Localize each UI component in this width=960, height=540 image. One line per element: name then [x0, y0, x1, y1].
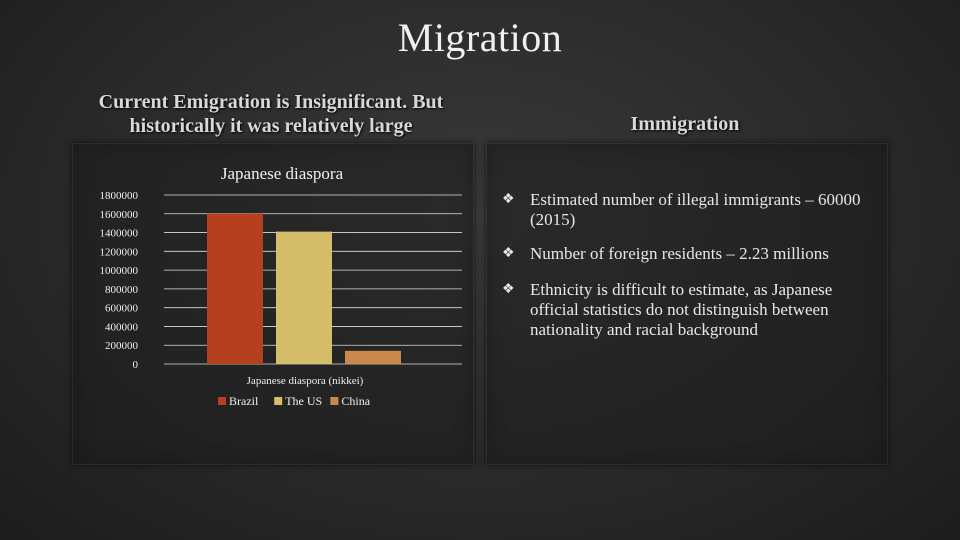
text-panel: [486, 143, 888, 465]
left-heading: Current Emigration is Insignificant. But…: [98, 91, 444, 137]
y-tick-label: 1600000: [100, 209, 139, 221]
bar-china: [345, 350, 401, 364]
right-heading: Immigration: [630, 113, 740, 135]
y-tick-label: 1400000: [100, 228, 139, 240]
legend-swatch: [218, 397, 226, 405]
legend-swatch: [330, 397, 339, 405]
diaspora-chart: Japanese diaspora 0 200000 400000 600000 800…: [100, 164, 462, 408]
bullet-item: ❖ Number of foreign residents – 2.23 mil…: [500, 244, 880, 264]
y-tick-label: 1800000: [100, 190, 139, 202]
y-tick-label: 600000: [105, 303, 139, 315]
y-tick-label: 800000: [105, 284, 139, 296]
y-tick-label: 200000: [105, 340, 139, 352]
bar-the-us: [276, 231, 332, 364]
bullet-item: ❖ Estimated number of illegal immigrants…: [500, 190, 880, 230]
diamond-bullet-icon: ❖: [502, 192, 515, 207]
bullet-text: Ethnicity is difficult to estimate, as J…: [530, 280, 833, 339]
bullet-text: Number of foreign residents – 2.23 milli…: [530, 244, 829, 263]
slide-title: Migration: [397, 15, 563, 60]
category-label: Japanese diaspora (nikkei): [247, 375, 364, 387]
diamond-bullet-icon: ❖: [502, 246, 515, 261]
legend-label: The US: [285, 394, 322, 408]
chart-title: Japanese diaspora: [221, 164, 344, 183]
legend-swatch: [274, 397, 283, 405]
legend-label: China: [341, 394, 370, 408]
y-tick-label: 1000000: [100, 265, 139, 277]
diamond-bullet-icon: ❖: [502, 282, 515, 297]
immigration-bullet-list: ❖ Estimated number of illegal immigrants…: [500, 190, 880, 354]
bar-brazil: [207, 213, 263, 364]
legend-label: Brazil: [229, 394, 259, 408]
bullet-item: ❖ Ethnicity is difficult to estimate, as…: [500, 280, 880, 340]
y-tick-label: 1200000: [100, 246, 139, 258]
bullet-text: Estimated number of illegal immigrants –…: [530, 190, 861, 229]
y-tick-label: 400000: [105, 321, 139, 333]
y-tick-label: 0: [133, 359, 139, 371]
chart-panel: [72, 143, 474, 465]
